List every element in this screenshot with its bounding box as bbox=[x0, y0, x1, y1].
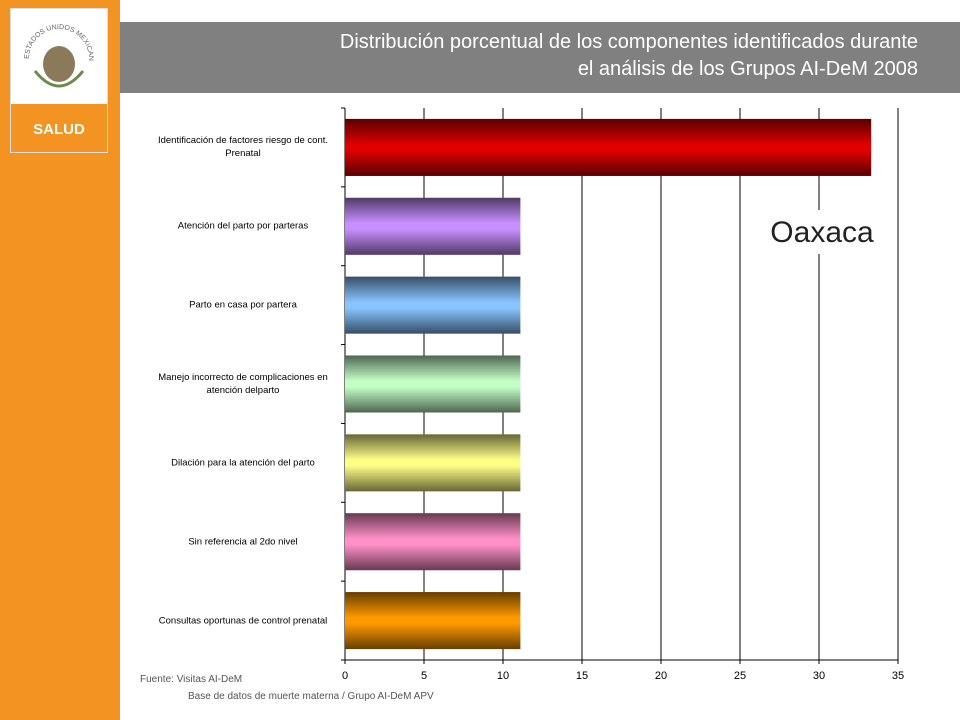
sidebar bbox=[0, 0, 120, 720]
logo-label: SALUD bbox=[33, 121, 85, 138]
annotation-bg bbox=[760, 210, 884, 254]
bar-shade bbox=[345, 592, 521, 650]
x-tick-label: 30 bbox=[813, 670, 825, 682]
bar-shade bbox=[345, 513, 521, 571]
category-label: Manejo incorrecto de complicaciones en a… bbox=[158, 372, 328, 396]
x-tick-label: 15 bbox=[576, 670, 588, 682]
title-line: Distribución porcentual de los component… bbox=[339, 31, 918, 53]
category-label: Consultas oportunas de control prenatal bbox=[158, 615, 328, 627]
x-tick-label: 10 bbox=[497, 670, 509, 682]
source: Base de datos de muerte materna / Grupo … bbox=[188, 691, 434, 702]
bar-shade bbox=[345, 197, 521, 255]
logo-emblem-area: ESTADOS UNIDOS MEXICANOS bbox=[11, 9, 107, 104]
x-tick-label: 35 bbox=[892, 670, 904, 682]
category-label: Sin referencia al 2do nivel bbox=[188, 536, 298, 548]
category-label: Identificación de factores riesgo de con… bbox=[157, 135, 329, 160]
x-tick-label: 0 bbox=[342, 670, 348, 682]
bar-shade bbox=[345, 276, 521, 334]
category-label: Atención del parto por parteras bbox=[177, 220, 309, 232]
x-tick-label: 20 bbox=[655, 670, 667, 682]
title-bar: Distribución porcentual de los component… bbox=[120, 22, 960, 93]
category-label: Parto en casa por partera bbox=[189, 299, 297, 311]
bar-shade bbox=[345, 118, 872, 176]
wreath bbox=[33, 70, 85, 88]
title-line: el análisis de los Grupos AI-DeM 2008 bbox=[577, 58, 918, 80]
bar-shade bbox=[345, 355, 521, 413]
annotation: Oaxaca bbox=[770, 216, 874, 249]
x-tick-label: 5 bbox=[421, 670, 427, 682]
category-label: Dilación para la atención del parto bbox=[171, 457, 315, 469]
bar-shade bbox=[345, 434, 521, 492]
eagle bbox=[43, 46, 75, 82]
logo: ESTADOS UNIDOS MEXICANOS SALUD bbox=[10, 8, 108, 153]
x-tick-label: 25 bbox=[734, 670, 746, 682]
emblem: ESTADOS UNIDOS MEXICANOS bbox=[11, 9, 94, 88]
source: Fuente: Visitas AI-DeM bbox=[140, 674, 243, 685]
